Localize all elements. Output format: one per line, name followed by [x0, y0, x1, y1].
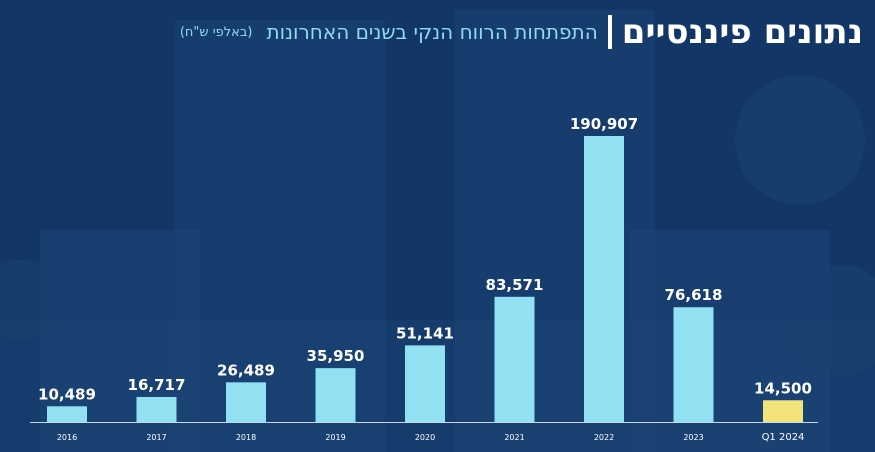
- data-label: 35,950: [307, 347, 365, 365]
- data-label: 51,141: [396, 324, 454, 342]
- bar: [494, 296, 535, 422]
- data-label: 83,571: [486, 276, 544, 294]
- x-tick-label: Q1 2024: [762, 432, 805, 443]
- bar: [763, 400, 803, 422]
- data-label: 10,489: [38, 385, 96, 403]
- x-tick-label: 2020: [415, 433, 435, 442]
- chart-subtitle: התפתחות הרווח הנקי בשנים האחרונות: [266, 20, 598, 44]
- bar: [136, 396, 177, 422]
- bar: [315, 368, 356, 422]
- x-tick-label: 2022: [594, 433, 614, 442]
- data-label: 76,618: [665, 286, 723, 304]
- data-label: 190,907: [570, 115, 638, 133]
- x-tick-label: 2019: [325, 433, 345, 442]
- title-divider: [607, 15, 612, 49]
- bar: [673, 307, 714, 422]
- unit-note: (באלפי ש"ח): [179, 24, 253, 40]
- x-tick-label: 2018: [236, 433, 256, 442]
- bar: [47, 406, 87, 422]
- page-title: נתונים פיננסיים: [621, 12, 863, 52]
- data-label: 26,489: [217, 361, 275, 379]
- data-label: 14,500: [754, 379, 812, 397]
- x-tick-label: 2017: [146, 433, 166, 442]
- bar: [405, 345, 445, 422]
- bar: [226, 382, 266, 422]
- bar: [584, 136, 624, 422]
- data-label: 16,717: [128, 376, 186, 394]
- x-tick-label: 2023: [683, 433, 703, 442]
- slide-header: נתונים פיננסיים התפתחות הרווח הנקי בשנים…: [20, 6, 863, 58]
- x-tick-label: 2021: [504, 433, 524, 442]
- x-tick-label: 2016: [57, 433, 77, 442]
